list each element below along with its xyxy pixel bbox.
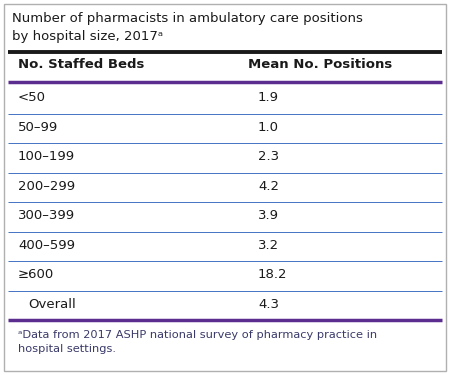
- Text: 1.0: 1.0: [258, 121, 279, 134]
- Text: 50–99: 50–99: [18, 121, 58, 134]
- Text: Mean No. Positions: Mean No. Positions: [248, 58, 392, 71]
- Text: 300–399: 300–399: [18, 209, 75, 222]
- Text: ≥600: ≥600: [18, 268, 54, 281]
- Text: hospital settings.: hospital settings.: [18, 344, 116, 354]
- Text: Overall: Overall: [28, 298, 76, 311]
- Text: 4.3: 4.3: [258, 298, 279, 311]
- Text: 3.2: 3.2: [258, 239, 279, 252]
- Text: 200–299: 200–299: [18, 180, 75, 193]
- Text: ᵃData from 2017 ASHP national survey of pharmacy practice in: ᵃData from 2017 ASHP national survey of …: [18, 330, 377, 340]
- Text: 18.2: 18.2: [258, 268, 288, 281]
- Text: 100–199: 100–199: [18, 150, 75, 163]
- Text: 400–599: 400–599: [18, 239, 75, 252]
- Text: 4.2: 4.2: [258, 180, 279, 193]
- Text: by hospital size, 2017ᵃ: by hospital size, 2017ᵃ: [12, 30, 163, 43]
- Text: 3.9: 3.9: [258, 209, 279, 222]
- Text: <50: <50: [18, 91, 46, 104]
- FancyBboxPatch shape: [4, 4, 446, 371]
- Text: 1.9: 1.9: [258, 91, 279, 104]
- Text: No. Staffed Beds: No. Staffed Beds: [18, 58, 144, 71]
- Text: Number of pharmacists in ambulatory care positions: Number of pharmacists in ambulatory care…: [12, 12, 363, 25]
- Text: 2.3: 2.3: [258, 150, 279, 163]
